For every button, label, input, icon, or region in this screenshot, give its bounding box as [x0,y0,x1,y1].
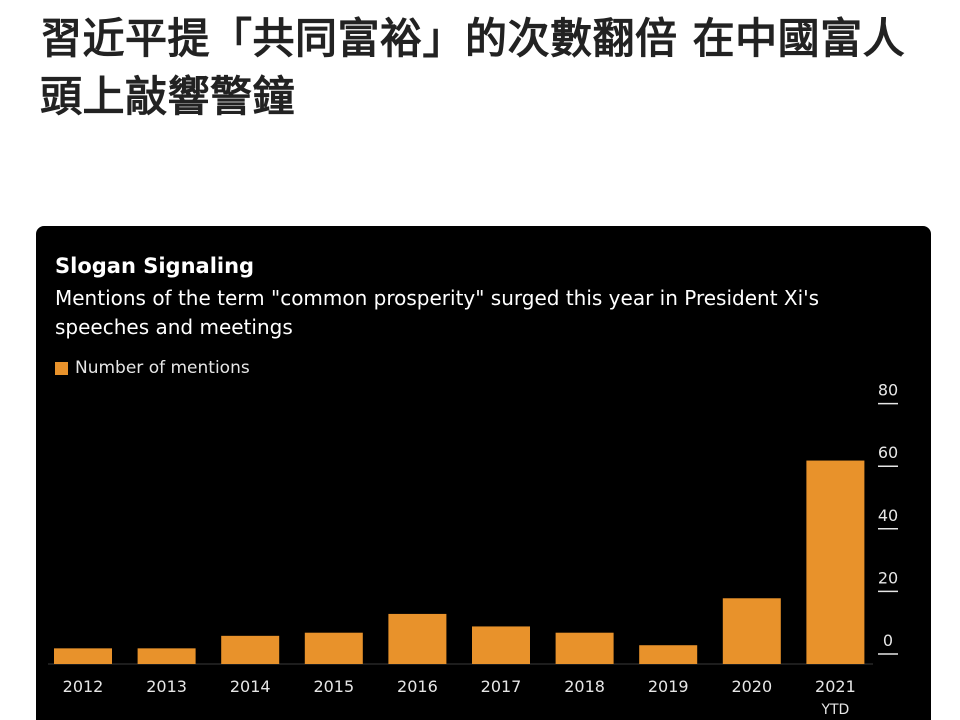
x-tick-label: 2012 [63,677,104,696]
x-tick-label: 2014 [230,677,271,696]
y-tick-label: 20 [878,568,898,587]
bar-chart: 0 20 40 60 80 2012 2013 2014 2015 2016 2017 2018 201… [48,381,898,718]
chart-title: Slogan Signaling [55,254,255,278]
x-tick-label: 2021 [815,677,856,696]
bar-2020 [722,598,781,664]
bar-2016 [388,613,447,664]
y-tick-label: 60 [878,443,898,462]
legend-label: Number of mentions [75,358,250,378]
x-tick-sublabel: YTD [820,702,849,718]
y-tick-label: 0 [883,631,893,650]
bar-2013 [137,648,196,664]
x-tick-label: 2018 [564,677,605,696]
bar-2021 [806,460,865,664]
bar-2012 [54,648,112,664]
bar-2018 [555,632,614,664]
x-tick-label: 2016 [397,677,438,696]
x-tick-label: 2019 [648,677,689,696]
x-tick-label: 2015 [313,677,354,696]
chart-legend: Number of mentions [55,358,250,378]
legend-swatch [55,361,68,375]
x-tick-label: 2013 [146,677,187,696]
article-headline: 習近平提「共同富裕」的次數翻倍 在中國富人頭上敲響警鐘 [40,14,906,121]
chart-subtitle: Mentions of the term "common prosperity"… [55,286,820,339]
bar-2019 [639,645,698,664]
y-tick-label: 80 [878,381,898,400]
x-tick-label: 2020 [731,677,772,696]
x-tick-label: 2017 [481,677,522,696]
chart-card: Slogan Signaling Mentions of the term "c… [36,226,931,720]
bar-2017 [472,626,530,664]
bar-2015 [304,632,363,664]
y-tick-label: 40 [878,506,898,525]
bar-2014 [221,635,280,664]
